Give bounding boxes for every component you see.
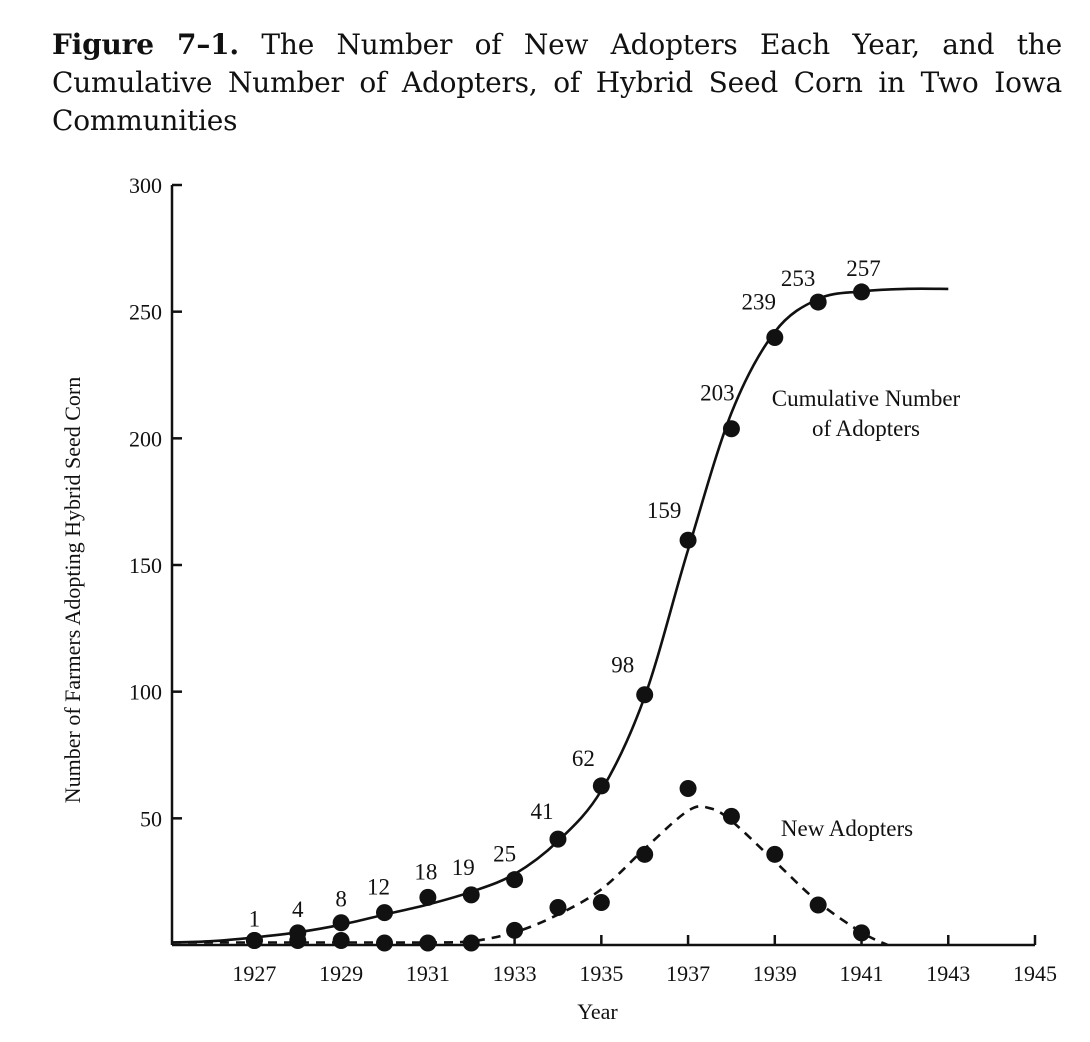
y-tick-label: 300 [129,173,162,198]
cumulative-data-label: 203 [700,381,735,406]
cumulative-data-label: 25 [493,842,516,867]
cumulative-point [679,531,697,549]
y-tick-label: 250 [129,300,162,325]
new-adopters-point [636,845,654,863]
cumulative-data-label: 4 [292,897,304,922]
cumulative-data-label: 8 [335,887,347,912]
cumulative-point [462,886,480,904]
new-adopters-point [809,896,827,914]
y-axis-label: Number of Farmers Adopting Hybrid Seed C… [60,377,85,804]
axes: 50 100 150 200 250 300 1927 1929 1931 1933 1935 193… [60,173,1057,1024]
new-adopters-point [462,934,480,952]
cumulative-point [853,283,871,301]
figure-number: Figure 7–1. [52,28,239,61]
new-adopters-point [853,924,871,942]
y-tick-label: 150 [129,553,162,578]
cumulative-point [549,830,567,848]
new-adopters-point [332,931,350,949]
cumulative-point [506,871,524,889]
new-adopters-series-label: New Adopters [781,816,913,841]
x-tick-label: 1939 [753,961,797,986]
cumulative-data-label: 253 [781,266,816,291]
cumulative-point [722,420,740,438]
cumulative-point [592,777,610,795]
new-adopters-point [506,921,524,939]
x-tick-label: 1931 [406,961,450,986]
y-tick-label: 200 [129,426,162,451]
cumulative-point [332,914,350,932]
cumulative-point [419,888,437,906]
x-tick-label: 1927 [232,961,276,986]
x-axis-label: Year [577,999,618,1024]
new-adopters-point [419,934,437,952]
cumulative-series-label: of Adopters [812,416,920,441]
x-tick-label: 1945 [1013,961,1057,986]
cumulative-point [375,904,393,922]
new-adopters-point [722,807,740,825]
cumulative-data-label: 159 [647,498,682,523]
cumulative-data-label: 62 [572,746,595,771]
new-adopters-point [679,779,697,797]
x-tick-label: 1941 [840,961,884,986]
cumulative-data-label: 1 [249,906,261,931]
y-tick-label: 50 [140,806,162,831]
new-adopters-point [245,931,263,949]
figure-caption: Figure 7–1. The Number of New Adopters E… [52,26,1062,140]
cumulative-data-label: 41 [530,799,553,824]
cumulative-data-label: 239 [742,290,777,315]
figure-title: The Number of New Adopters Each Year, an… [52,28,1063,137]
new-adopters-point [766,845,784,863]
data-points [245,283,871,952]
x-tick-label: 1943 [926,961,970,986]
new-adopters-point [375,934,393,952]
cumulative-data-label: 257 [846,256,881,281]
cumulative-data-label: 12 [367,875,390,900]
x-tick-label: 1937 [666,961,710,986]
cumulative-point [636,686,654,704]
new-adopters-point [549,899,567,917]
y-tick-label: 100 [129,680,162,705]
x-tick-label: 1933 [493,961,537,986]
x-tick-label: 1929 [319,961,363,986]
cumulative-data-label: 18 [414,859,437,884]
cumulative-series-label: Cumulative Number [772,386,961,411]
new-adopters-point [592,893,610,911]
cumulative-data-label: 19 [452,855,475,880]
x-tick-label: 1935 [579,961,623,986]
cumulative-point [766,329,784,347]
new-adopters-point [289,931,307,949]
cumulative-point [809,293,827,311]
cumulative-data-label: 98 [611,653,634,678]
